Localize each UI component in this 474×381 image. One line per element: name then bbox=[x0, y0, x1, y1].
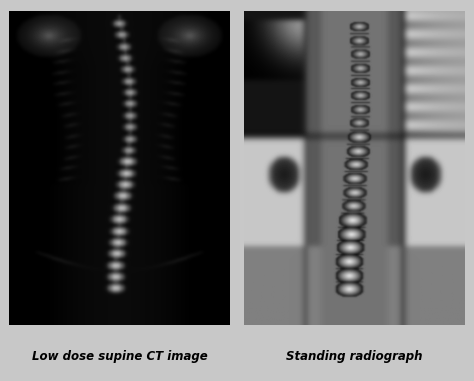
Text: Low dose supine CT image: Low dose supine CT image bbox=[32, 350, 208, 363]
Text: Standing radiograph: Standing radiograph bbox=[286, 350, 422, 363]
